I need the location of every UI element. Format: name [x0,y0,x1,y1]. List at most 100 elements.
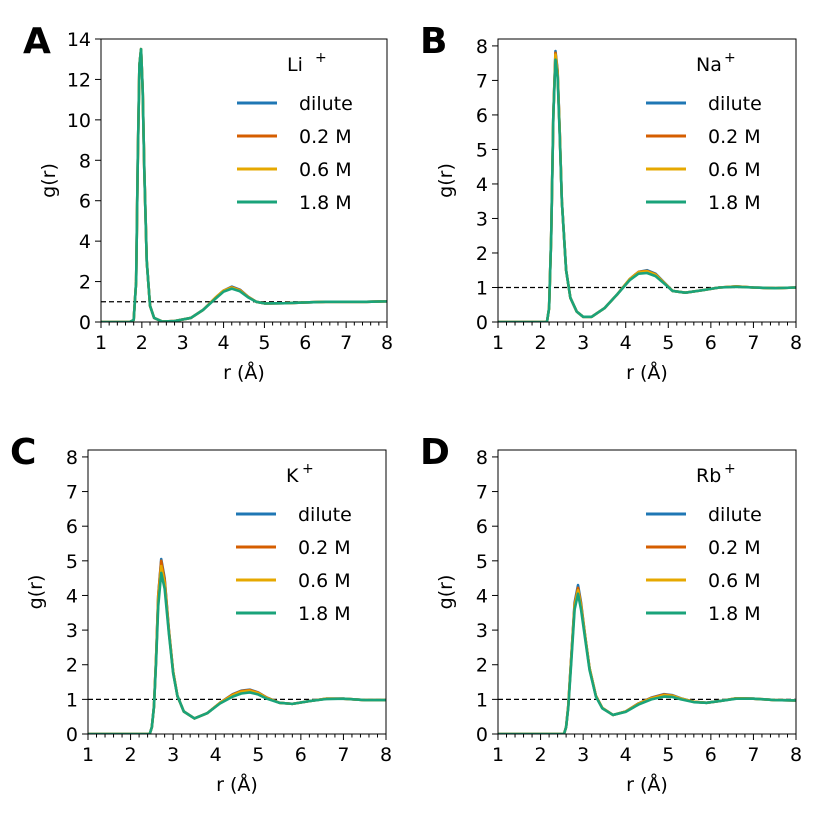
y-tick-label: 1 [66,689,78,711]
y-tick-label: 8 [79,150,91,172]
legend-label: dilute [708,93,762,115]
y-tick-label: 7 [476,70,488,92]
legend-label: 0.6 M [708,570,761,592]
y-tick-label: 6 [476,105,488,127]
y-tick-label: 10 [67,110,91,132]
axes-frame [497,38,797,323]
x-tick-label: 4 [620,744,632,766]
y-tick-label: 2 [476,655,488,677]
y-tick-label: 4 [79,231,91,253]
y-tick-label: 5 [476,551,488,573]
series-group [498,49,796,322]
x-tick-label: 7 [337,744,349,766]
y-tick-label: 8 [66,447,78,469]
x-tick-label: 3 [577,332,589,354]
x-tick-label: 1 [492,332,504,354]
legend: Na + dilute 0.2 M 0.6 M 1.8 M [646,50,762,214]
x-tick-label: 7 [340,332,352,354]
legend-label: 0.6 M [708,159,761,181]
legend-label: 0.2 M [298,537,351,559]
x-tick-label: 4 [218,332,230,354]
x-tick-label: 1 [95,332,107,354]
x-tick-label: 4 [620,332,632,354]
y-tick-label: 7 [66,482,78,504]
y-tick-label: 6 [66,516,78,538]
x-tick-label: 2 [535,744,547,766]
legend-title: Na [696,54,722,76]
y-tick-label: 0 [66,724,78,746]
y-tick-label: 5 [476,139,488,161]
x-tick-label: 7 [747,744,759,766]
legend-title-superscript: + [724,50,736,66]
legend-label: dilute [708,504,762,526]
y-tick-label: 3 [66,620,78,642]
legend-label: 0.6 M [298,570,351,592]
x-tick-label: 5 [258,332,270,354]
x-axis-label: r (Å) [626,773,668,796]
series-line-1-8-m [498,58,796,322]
y-tick-label: 2 [476,243,488,265]
y-tick-label: 6 [476,516,488,538]
x-axis-label: r (Å) [216,773,258,796]
legend-label: 0.2 M [299,126,352,148]
x-tick-label: 4 [210,744,222,766]
y-axis-label: g(r) [435,163,457,198]
x-tick-label: 6 [705,744,717,766]
series-line-1-8-m [498,592,796,734]
y-axis-label: g(r) [435,575,457,610]
x-tick-label: 2 [136,332,148,354]
legend-label: 1.8 M [708,192,761,214]
legend-label: 0.6 M [299,159,352,181]
x-tick-label: 6 [299,332,311,354]
y-tick-label: 3 [476,208,488,230]
series-line-1-8-m [101,47,387,322]
y-tick-label: 0 [476,312,488,334]
y-tick-label: 2 [79,272,91,294]
legend-label: dilute [299,93,353,115]
series-group [498,583,796,734]
y-axis-label: g(r) [25,575,47,610]
y-tick-label: 4 [476,585,488,607]
legend-title-superscript: + [302,461,314,477]
series-group [88,557,386,734]
y-tick-label: 8 [476,447,488,469]
y-tick-label: 0 [79,312,91,334]
panel-letter: A [23,21,51,62]
x-tick-label: 3 [577,744,589,766]
legend-title-superscript: + [724,461,736,477]
legend-label: 1.8 M [299,192,352,214]
legend-title: Li [287,54,303,76]
legend-label: 1.8 M [298,603,351,625]
y-tick-label: 6 [79,191,91,213]
x-tick-label: 5 [662,332,674,354]
axes-frame [87,449,387,735]
y-tick-label: 5 [66,551,78,573]
y-tick-label: 0 [476,724,488,746]
y-tick-label: 3 [476,620,488,642]
legend-label: 0.2 M [708,126,761,148]
y-tick-label: 7 [476,482,488,504]
x-tick-label: 8 [380,744,392,766]
x-tick-label: 2 [125,744,137,766]
x-axis-label: r (Å) [223,361,265,384]
series-line-1-8-m [88,571,386,734]
x-tick-label: 7 [747,332,759,354]
x-tick-label: 8 [381,332,393,354]
legend: K + dilute 0.2 M 0.6 M 1.8 M [236,461,352,625]
y-tick-label: 2 [66,655,78,677]
legend-label: 0.2 M [708,537,761,559]
legend-label: 1.8 M [708,603,761,625]
axes-frame [100,38,388,323]
y-tick-label: 1 [476,689,488,711]
x-tick-label: 3 [167,744,179,766]
panel-letter: B [420,21,447,62]
legend-title: K [286,465,299,487]
x-axis-label: r (Å) [626,361,668,384]
legend: Rb + dilute 0.2 M 0.6 M 1.8 M [646,461,762,625]
x-tick-label: 1 [82,744,94,766]
y-tick-label: 4 [66,585,78,607]
